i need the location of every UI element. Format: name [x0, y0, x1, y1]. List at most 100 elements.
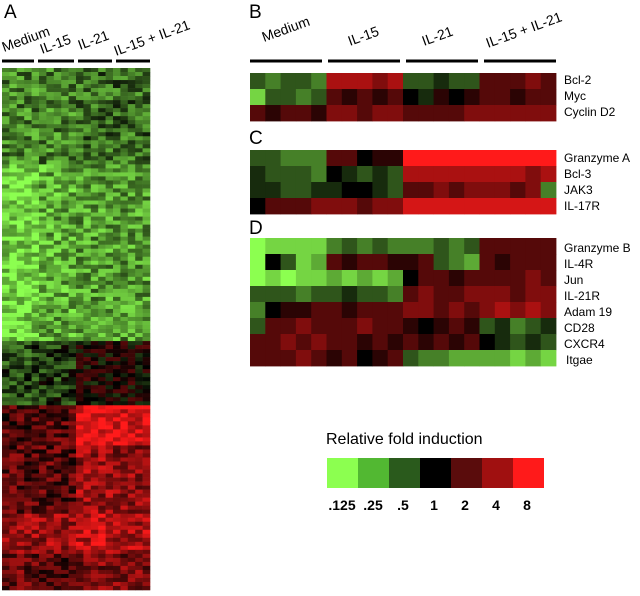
- heatmap-a-cell: [98, 168, 106, 173]
- heatmap-a-cell: [113, 156, 121, 161]
- heatmap-a-cell: [120, 316, 129, 322]
- heatmap-a-cell: [46, 264, 55, 270]
- heatmap-a-cell: [46, 168, 55, 173]
- heatmap-c-cell: [464, 198, 480, 215]
- heatmap-a-cell: [68, 204, 77, 209]
- heatmap-a-cell: [76, 393, 84, 398]
- heatmap-a-cell: [39, 525, 47, 531]
- heatmap-a-cell: [46, 453, 55, 458]
- heatmap-a-cell: [31, 357, 40, 362]
- heatmap-c-cell: [280, 182, 297, 199]
- heatmap-a-cell: [68, 421, 77, 426]
- heatmap-a-cell: [53, 529, 62, 535]
- heatmap-a-cell: [39, 445, 47, 450]
- heatmap-a-cell: [53, 244, 62, 249]
- heatmap-b-cell: [540, 89, 557, 106]
- heatmap-a-cell: [127, 156, 136, 161]
- heatmap-a-cell: [120, 136, 129, 141]
- heatmap-a-cell: [76, 433, 84, 438]
- heatmap-a-cell: [113, 389, 121, 394]
- heatmap-a-cell: [46, 497, 55, 502]
- heatmap-a-cell: [16, 417, 25, 422]
- heatmap-a-cell: [105, 517, 114, 523]
- heatmap-a-cell: [113, 561, 121, 567]
- heatmap-a-cell: [98, 320, 106, 326]
- gene-label-granzyme-a: Granzyme A: [564, 151, 630, 165]
- heatmap-a-cell: [142, 401, 151, 406]
- heatmap-a-cell: [61, 429, 69, 434]
- heatmap-a-cell: [31, 493, 40, 498]
- heatmap-a-cell: [24, 320, 32, 326]
- heatmap-a-cell: [83, 409, 92, 414]
- heatmap-a-cell: [113, 96, 121, 101]
- heatmap-a-cell: [2, 517, 10, 523]
- heatmap-d-cell: [448, 270, 465, 287]
- heatmap-a-cell: [68, 353, 77, 358]
- heatmap-a-cell: [83, 184, 92, 189]
- heatmap-a-cell: [135, 497, 143, 502]
- heatmap-a-cell: [113, 365, 121, 370]
- heatmap-a-cell: [53, 316, 62, 322]
- heatmap-a-cell: [135, 176, 143, 181]
- heatmap-a-cell: [2, 84, 10, 89]
- heatmap-a-cell: [39, 236, 47, 241]
- heatmap-a-cell: [53, 112, 62, 117]
- heatmap-a-cell: [68, 569, 77, 575]
- heatmap-a-cell: [90, 329, 99, 334]
- heatmap-a-cell: [98, 361, 106, 366]
- heatmap-d-cell: [265, 270, 281, 287]
- heatmap-a-cell: [127, 288, 136, 294]
- heatmap-a-cell: [53, 517, 62, 523]
- heatmap-a-cell: [83, 76, 92, 81]
- gene-label-jak3: JAK3: [564, 183, 593, 197]
- heatmap-a-cell: [24, 136, 32, 141]
- heatmap-a-cell: [24, 429, 32, 434]
- heatmap-a-cell: [53, 280, 62, 286]
- heatmap-a-cell: [24, 441, 32, 446]
- heatmap-a-cell: [61, 316, 69, 322]
- gene-label-adam19: Adam 19: [564, 305, 612, 319]
- heatmap-a-cell: [68, 345, 77, 350]
- heatmap-a-cell: [105, 509, 114, 515]
- heatmap-a-cell: [83, 200, 92, 205]
- heatmap-a-cell: [98, 296, 106, 302]
- heatmap-a-cell: [24, 521, 32, 527]
- heatmap-a-cell: [105, 477, 114, 482]
- heatmap-c-cell: [418, 198, 434, 215]
- heatmap-a-cell: [16, 104, 25, 109]
- heatmap-a-cell: [53, 80, 62, 85]
- heatmap-a-cell: [113, 116, 121, 121]
- heatmap-a-cell: [113, 108, 121, 113]
- heatmap-a-cell: [31, 84, 40, 89]
- heatmap-a-cell: [68, 405, 77, 410]
- heatmap-d-cell: [403, 254, 419, 271]
- heatmap-a-cell: [83, 124, 92, 129]
- heatmap-a-cell: [9, 260, 18, 266]
- heatmap-a-cell: [135, 381, 143, 386]
- heatmap-a-cell: [61, 232, 69, 237]
- heatmap-a-cell: [142, 509, 151, 515]
- heatmap-a-cell: [127, 144, 136, 149]
- heatmap-a-cell: [83, 140, 92, 145]
- heatmap-d-cell: [494, 302, 511, 319]
- heatmap-a-cell: [53, 381, 62, 386]
- heatmap-a-cell: [53, 308, 62, 314]
- heatmap-a-cell: [105, 224, 114, 229]
- heatmap-a-cell: [16, 405, 25, 410]
- heatmap-a-cell: [9, 276, 18, 282]
- heatmap-a-cell: [68, 473, 77, 478]
- heatmap-a-cell: [61, 152, 69, 157]
- heatmap-a-cell: [135, 152, 143, 157]
- heatmap-a-cell: [53, 577, 62, 583]
- heatmap-a-cell: [135, 553, 143, 559]
- heatmap-a-cell: [142, 212, 151, 217]
- heatmap-a-cell: [9, 172, 18, 177]
- heatmap-a-cell: [90, 132, 99, 137]
- heatmap-d-cell: [341, 302, 358, 319]
- heatmap-a-cell: [53, 581, 62, 587]
- heatmap-a-cell: [61, 381, 69, 386]
- heatmap-a-cell: [24, 128, 32, 133]
- heatmap-a-cell: [68, 300, 77, 306]
- heatmap-a-cell: [90, 228, 99, 233]
- heatmap-a-cell: [24, 477, 32, 482]
